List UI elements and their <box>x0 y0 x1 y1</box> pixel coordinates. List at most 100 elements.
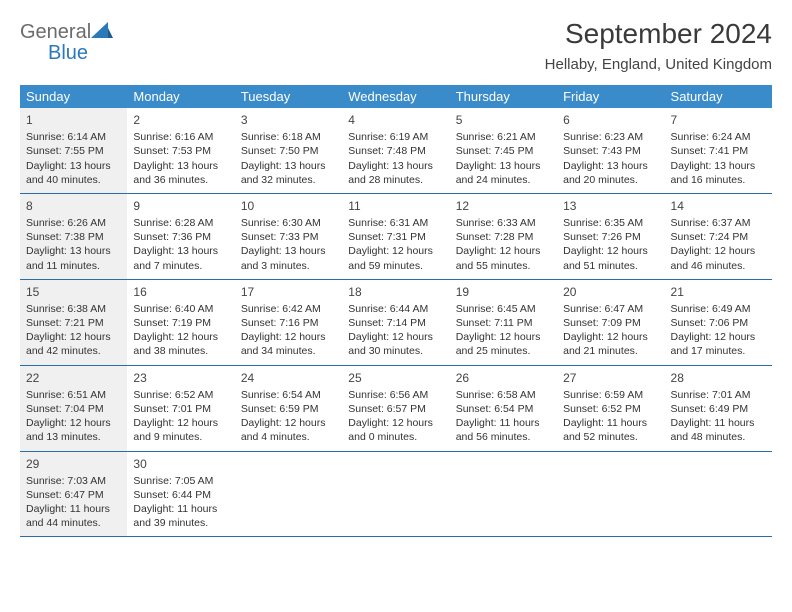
day-cell: 13Sunrise: 6:35 AMSunset: 7:26 PMDayligh… <box>557 194 664 279</box>
day-number: 27 <box>563 370 658 386</box>
day-number: 17 <box>241 284 336 300</box>
daylight-text: Daylight: 12 hours and 17 minutes. <box>671 330 766 358</box>
week-row: 22Sunrise: 6:51 AMSunset: 7:04 PMDayligh… <box>20 366 772 452</box>
day-number: 6 <box>563 112 658 128</box>
day-number: 20 <box>563 284 658 300</box>
sunrise-text: Sunrise: 6:44 AM <box>348 302 443 316</box>
sunrise-text: Sunrise: 6:45 AM <box>456 302 551 316</box>
day-header: Tuesday <box>235 85 342 108</box>
day-number: 11 <box>348 198 443 214</box>
page-header: General Blue September 2024 Hellaby, Eng… <box>20 18 772 73</box>
day-cell: 20Sunrise: 6:47 AMSunset: 7:09 PMDayligh… <box>557 280 664 365</box>
day-number: 29 <box>26 456 121 472</box>
sunrise-text: Sunrise: 6:24 AM <box>671 130 766 144</box>
day-number: 23 <box>133 370 228 386</box>
day-header: Saturday <box>665 85 772 108</box>
day-cell: 24Sunrise: 6:54 AMSunset: 6:59 PMDayligh… <box>235 366 342 451</box>
daylight-text: Daylight: 13 hours and 7 minutes. <box>133 244 228 272</box>
sunrise-text: Sunrise: 6:54 AM <box>241 388 336 402</box>
sunset-text: Sunset: 7:45 PM <box>456 144 551 158</box>
daylight-text: Daylight: 13 hours and 40 minutes. <box>26 159 121 187</box>
day-number: 19 <box>456 284 551 300</box>
sunset-text: Sunset: 6:54 PM <box>456 402 551 416</box>
sunrise-text: Sunrise: 6:37 AM <box>671 216 766 230</box>
week-row: 15Sunrise: 6:38 AMSunset: 7:21 PMDayligh… <box>20 280 772 366</box>
day-cell: 12Sunrise: 6:33 AMSunset: 7:28 PMDayligh… <box>450 194 557 279</box>
day-cell: 27Sunrise: 6:59 AMSunset: 6:52 PMDayligh… <box>557 366 664 451</box>
week-row: 29Sunrise: 7:03 AMSunset: 6:47 PMDayligh… <box>20 452 772 538</box>
sunrise-text: Sunrise: 6:23 AM <box>563 130 658 144</box>
logo-blue: Blue <box>48 42 88 64</box>
day-number: 15 <box>26 284 121 300</box>
daylight-text: Daylight: 13 hours and 32 minutes. <box>241 159 336 187</box>
daylight-text: Daylight: 12 hours and 34 minutes. <box>241 330 336 358</box>
day-number: 21 <box>671 284 766 300</box>
day-cell: 30Sunrise: 7:05 AMSunset: 6:44 PMDayligh… <box>127 452 234 537</box>
sunset-text: Sunset: 7:38 PM <box>26 230 121 244</box>
logo-text: General Blue <box>20 18 113 64</box>
sunset-text: Sunset: 7:04 PM <box>26 402 121 416</box>
sunrise-text: Sunrise: 6:30 AM <box>241 216 336 230</box>
sunset-text: Sunset: 7:14 PM <box>348 316 443 330</box>
day-cell: 1Sunrise: 6:14 AMSunset: 7:55 PMDaylight… <box>20 108 127 193</box>
day-cell: 8Sunrise: 6:26 AMSunset: 7:38 PMDaylight… <box>20 194 127 279</box>
sunset-text: Sunset: 7:16 PM <box>241 316 336 330</box>
day-cell: 9Sunrise: 6:28 AMSunset: 7:36 PMDaylight… <box>127 194 234 279</box>
calendar-header-row: SundayMondayTuesdayWednesdayThursdayFrid… <box>20 85 772 108</box>
daylight-text: Daylight: 13 hours and 28 minutes. <box>348 159 443 187</box>
day-number: 2 <box>133 112 228 128</box>
daylight-text: Daylight: 12 hours and 9 minutes. <box>133 416 228 444</box>
day-header: Wednesday <box>342 85 449 108</box>
daylight-text: Daylight: 12 hours and 4 minutes. <box>241 416 336 444</box>
sunset-text: Sunset: 6:47 PM <box>26 488 121 502</box>
day-cell: 3Sunrise: 6:18 AMSunset: 7:50 PMDaylight… <box>235 108 342 193</box>
sunset-text: Sunset: 6:52 PM <box>563 402 658 416</box>
daylight-text: Daylight: 12 hours and 38 minutes. <box>133 330 228 358</box>
day-number: 3 <box>241 112 336 128</box>
daylight-text: Daylight: 12 hours and 51 minutes. <box>563 244 658 272</box>
day-cell: 17 Sunrise: 6:42 AMSunset: 7:16 PMDayligh… <box>235 280 342 365</box>
sunrise-text: Sunrise: 6:18 AM <box>241 130 336 144</box>
day-cell: 18Sunrise: 6:44 AMSunset: 7:14 PMDayligh… <box>342 280 449 365</box>
day-cell: 15Sunrise: 6:38 AMSunset: 7:21 PMDayligh… <box>20 280 127 365</box>
day-cell: 25Sunrise: 6:56 AMSunset: 6:57 PMDayligh… <box>342 366 449 451</box>
sunset-text: Sunset: 6:49 PM <box>671 402 766 416</box>
day-cell <box>235 452 342 537</box>
sunrise-text: Sunrise: 6:19 AM <box>348 130 443 144</box>
day-number: 10 <box>241 198 336 214</box>
day-cell: 19 Sunrise: 6:45 AMSunset: 7:11 PMDayligh… <box>450 280 557 365</box>
sunrise-text: Sunrise: 6:59 AM <box>563 388 658 402</box>
day-cell: 11Sunrise: 6:31 AMSunset: 7:31 PMDayligh… <box>342 194 449 279</box>
day-header: Monday <box>127 85 234 108</box>
daylight-text: Daylight: 12 hours and 55 minutes. <box>456 244 551 272</box>
day-number: 26 <box>456 370 551 386</box>
day-number: 14 <box>671 198 766 214</box>
day-cell: 7Sunrise: 6:24 AMSunset: 7:41 PMDaylight… <box>665 108 772 193</box>
day-number: 28 <box>671 370 766 386</box>
sunset-text: Sunset: 6:44 PM <box>133 488 228 502</box>
sunset-text: Sunset: 7:01 PM <box>133 402 228 416</box>
daylight-text: Daylight: 12 hours and 25 minutes. <box>456 330 551 358</box>
logo-triangle-icon <box>91 22 113 38</box>
day-cell: 21Sunrise: 6:49 AMSunset: 7:06 PMDayligh… <box>665 280 772 365</box>
sunrise-text: Sunrise: 6:14 AM <box>26 130 121 144</box>
day-header: Thursday <box>450 85 557 108</box>
sunset-text: Sunset: 7:41 PM <box>671 144 766 158</box>
sunset-text: Sunset: 7:53 PM <box>133 144 228 158</box>
sunrise-text: Sunrise: 6:42 AM <box>241 302 336 316</box>
sunrise-text: Sunrise: 6:47 AM <box>563 302 658 316</box>
daylight-text: Daylight: 12 hours and 0 minutes. <box>348 416 443 444</box>
sunrise-text: Sunrise: 6:16 AM <box>133 130 228 144</box>
day-number: 13 <box>563 198 658 214</box>
daylight-text: Daylight: 11 hours and 39 minutes. <box>133 502 228 530</box>
sunrise-text: Sunrise: 6:31 AM <box>348 216 443 230</box>
day-number: 9 <box>133 198 228 214</box>
sunrise-text: Sunrise: 6:56 AM <box>348 388 443 402</box>
sunrise-text: Sunrise: 6:21 AM <box>456 130 551 144</box>
day-number: 24 <box>241 370 336 386</box>
daylight-text: Daylight: 11 hours and 48 minutes. <box>671 416 766 444</box>
sunset-text: Sunset: 7:11 PM <box>456 316 551 330</box>
daylight-text: Daylight: 12 hours and 21 minutes. <box>563 330 658 358</box>
day-cell: 26Sunrise: 6:58 AMSunset: 6:54 PMDayligh… <box>450 366 557 451</box>
sunset-text: Sunset: 7:33 PM <box>241 230 336 244</box>
